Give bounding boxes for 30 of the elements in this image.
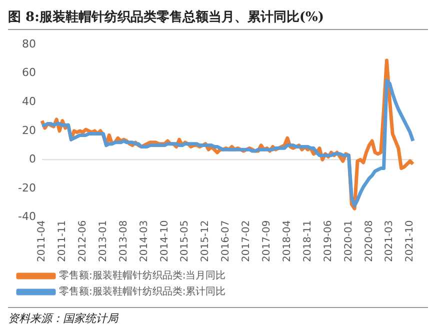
x-tick-label: 2020-08	[364, 220, 375, 262]
y-tick-label: -40	[18, 210, 36, 224]
y-tick-label: 20	[22, 124, 36, 137]
x-tick-label: 2014-10	[159, 220, 170, 262]
x-tick-label: 2018-11	[302, 220, 314, 262]
x-tick-label: 2017-02	[241, 220, 252, 262]
x-tick-label: 2017-09	[262, 220, 273, 262]
x-tick-label: 2021-03	[384, 220, 396, 262]
x-tick-label: 2012-06	[77, 220, 88, 262]
x-tick-label: 2020-01	[343, 220, 354, 262]
x-tick-label: 2011-11	[57, 220, 68, 262]
x-tick-label: 2013-08	[118, 220, 130, 262]
x-tick-label: 2011-04	[36, 220, 48, 262]
y-tick-label: 0	[28, 152, 36, 166]
x-tick-label: 2013-01	[98, 220, 109, 262]
text: 资料来源：国家统计局	[8, 307, 428, 326]
y-tick-label: 80	[22, 37, 36, 50]
y-tick-label: 40	[22, 95, 36, 108]
x-tick-label: 2015-05	[180, 220, 191, 262]
chart-title: 图 8:服装鞋帽针纺织品类零售总额当月、累计同比(%)	[8, 8, 428, 30]
y-tick-label: -20	[18, 181, 36, 194]
x-tick-label: 2016-07	[220, 220, 232, 262]
x-tick-label: 2015-12	[200, 220, 212, 262]
legend-label: 零售额:服装鞋帽针纺织品类:累计同比	[59, 286, 226, 298]
legend-label: 零售额:服装鞋帽针纺织品类:当月同比	[59, 270, 226, 282]
x-tick-label: 2019-06	[322, 220, 334, 262]
y-tick-label: 60	[22, 66, 36, 80]
x-tick-label: 2018-04	[282, 220, 293, 262]
x-tick-label: 2014-03	[138, 220, 150, 262]
x-tick-label: 2021-10	[404, 220, 416, 262]
